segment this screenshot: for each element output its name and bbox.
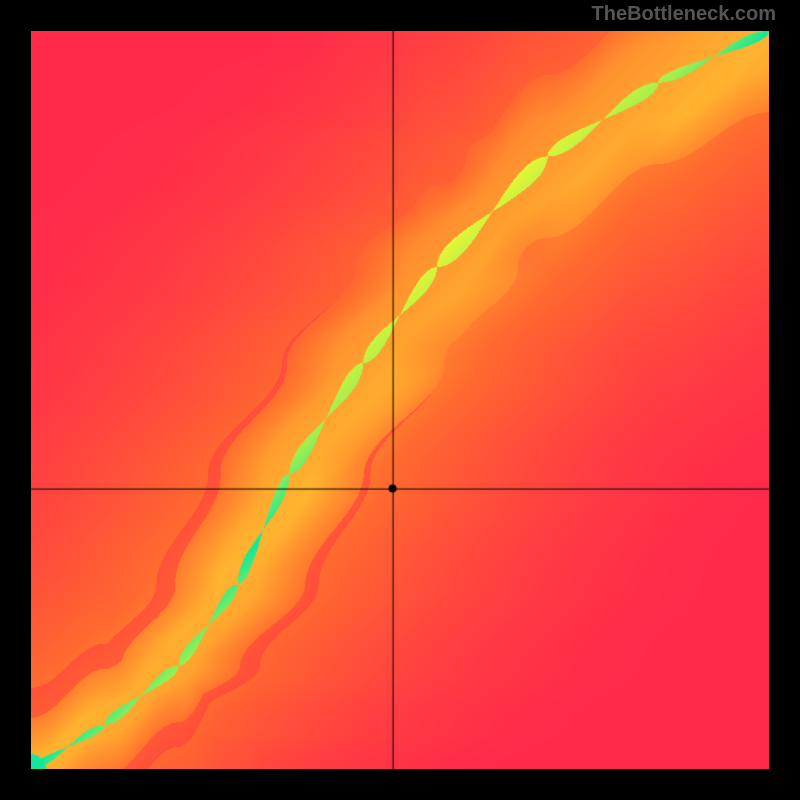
bottleneck-heatmap <box>31 31 769 769</box>
watermark-text: TheBottleneck.com <box>592 3 776 26</box>
chart-container: { "watermark": { "text": "TheBottleneck.… <box>0 0 800 800</box>
